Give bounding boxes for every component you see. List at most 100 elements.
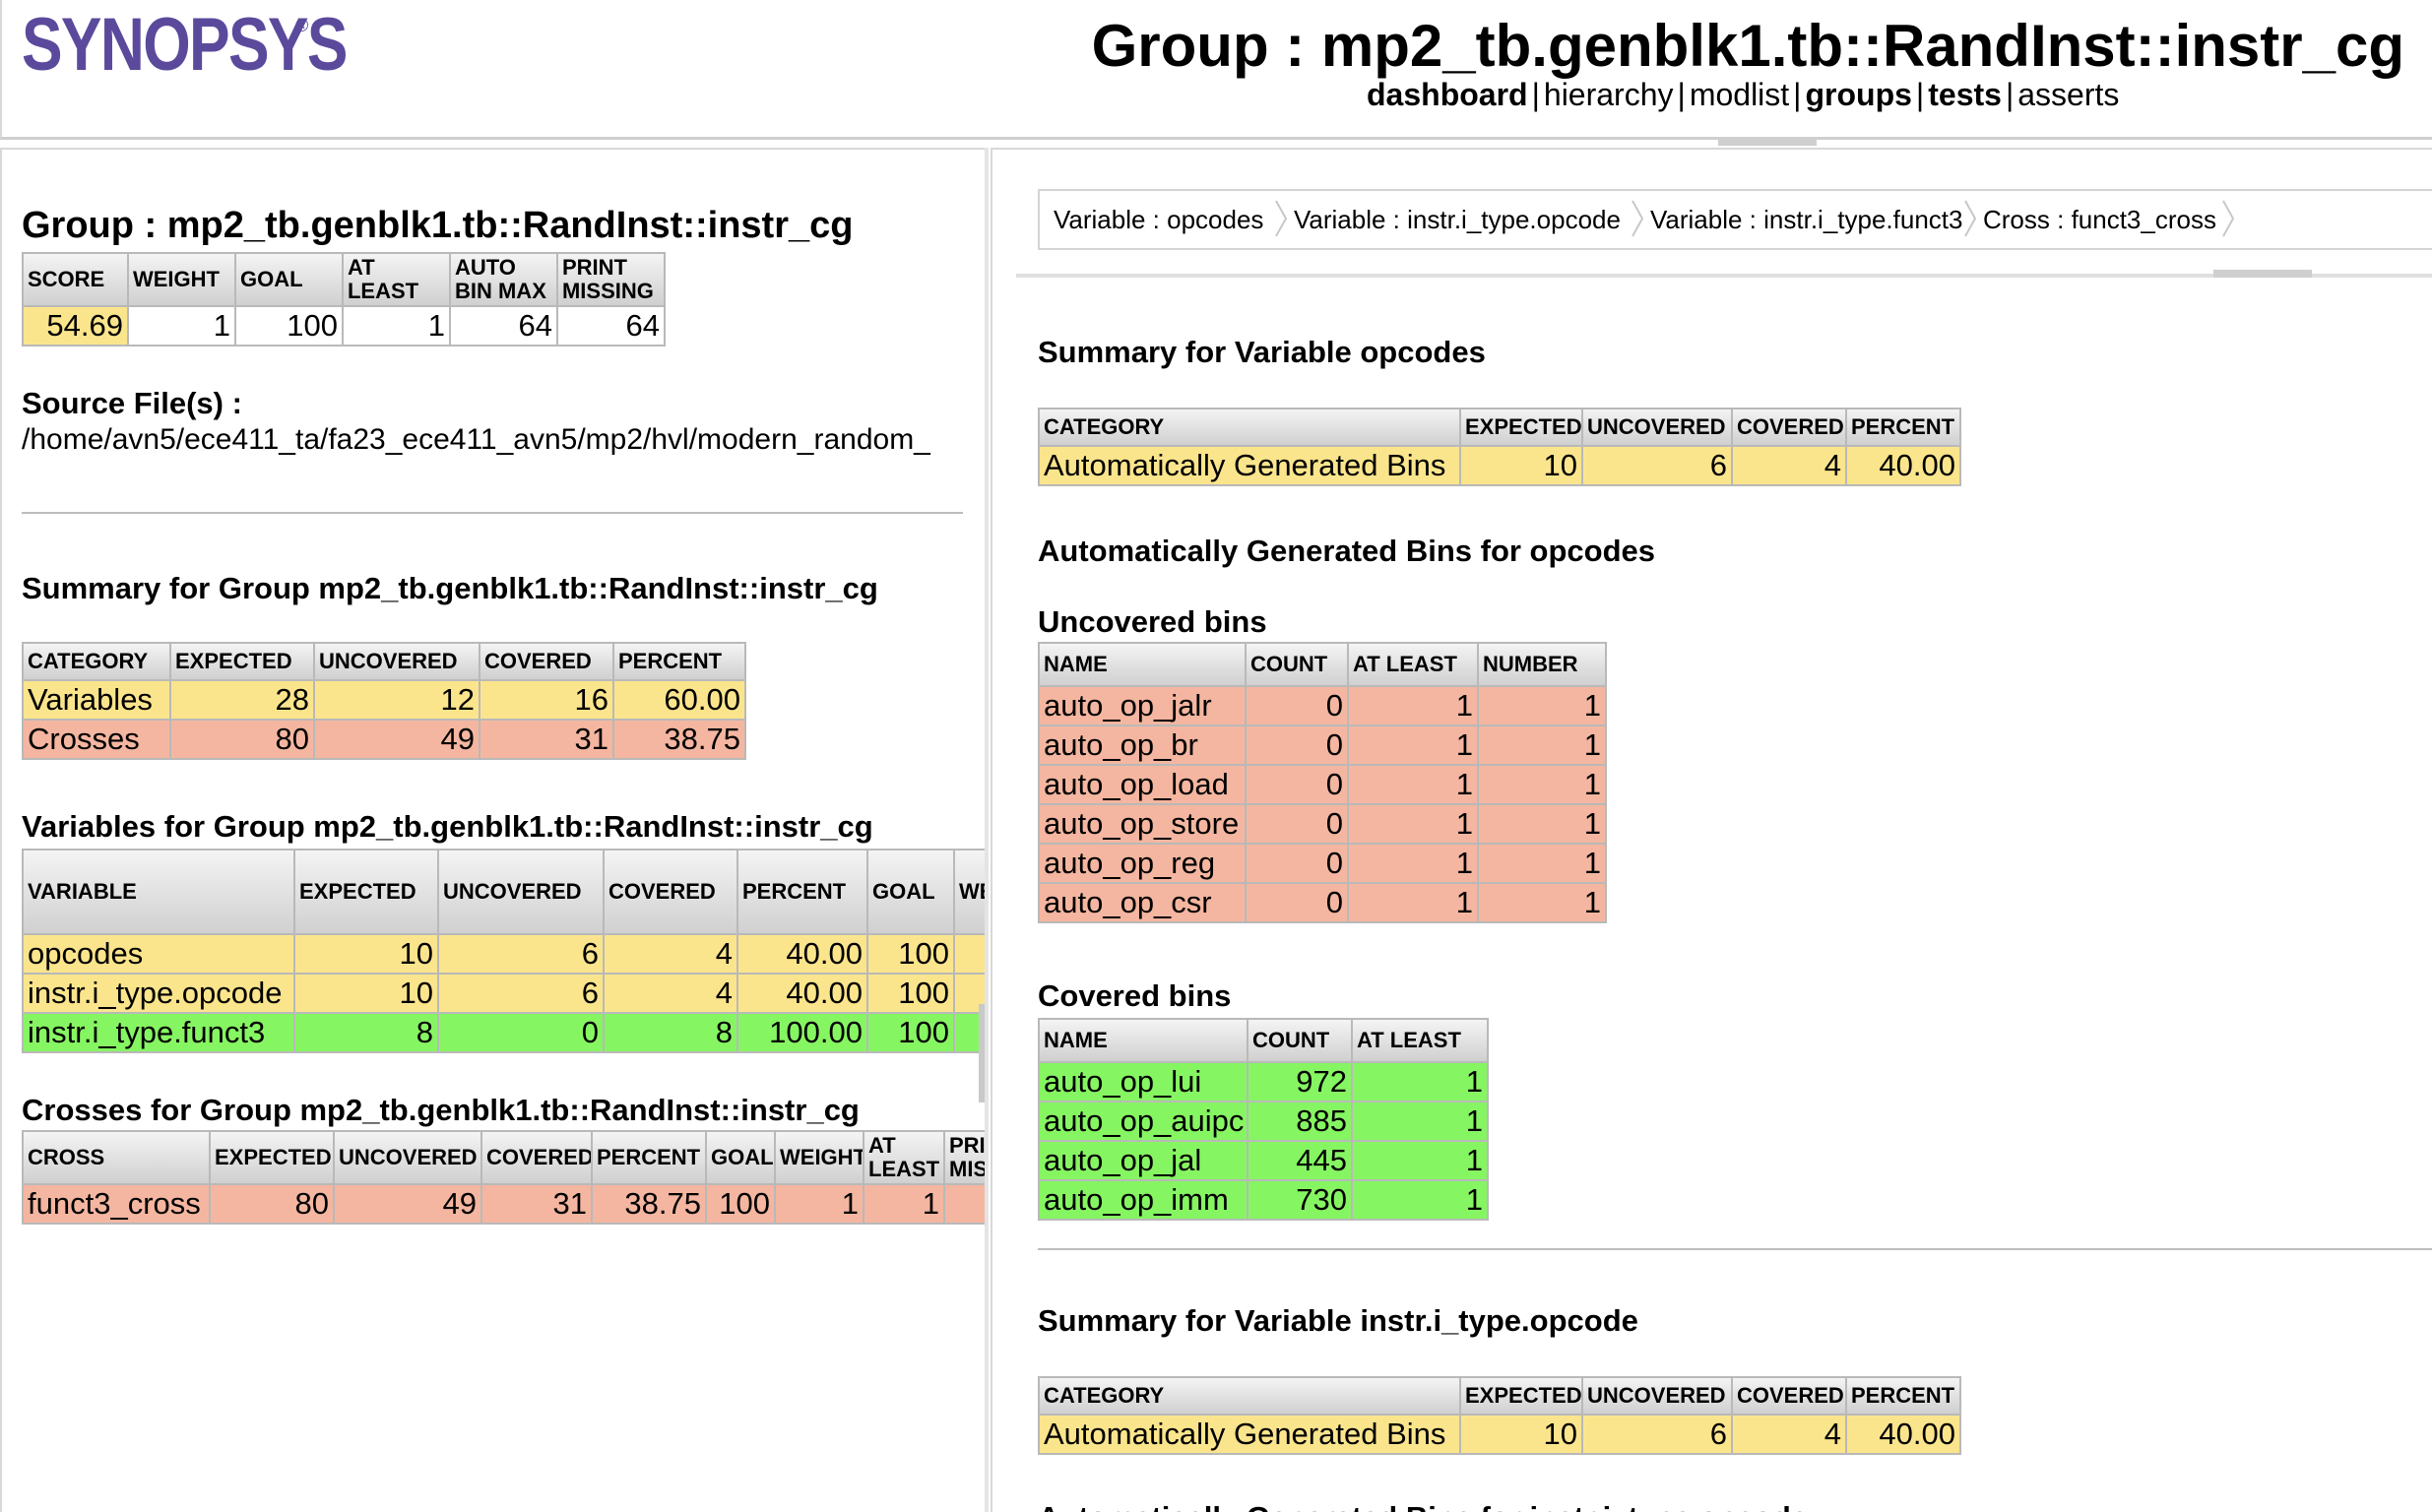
weight-cell: 1: [774, 1183, 864, 1225]
table-row: auto_op_auipc 885 1: [1038, 1101, 1489, 1142]
uncovered-cell: 0: [437, 1012, 605, 1053]
variable-link[interactable]: opcodes: [22, 933, 295, 975]
uncovered-cell: 6: [1581, 1414, 1733, 1455]
expected-cell: 10: [1459, 1414, 1583, 1455]
table-row: auto_op_imm 730 1: [1038, 1179, 1489, 1221]
col-category: CATEGORY: [1038, 1376, 1461, 1416]
col-covered: COVERED: [480, 1130, 593, 1185]
goal-cell: 100: [866, 1012, 955, 1053]
goal-cell: 100: [866, 973, 955, 1014]
breadcrumb-item-cross[interactable]: Cross : funct3_cross: [1983, 205, 2216, 234]
percent-cell: 40.00: [1845, 1414, 1961, 1455]
col-print-missing: PRI MIS: [943, 1130, 985, 1185]
col-percent: PERCENT: [612, 642, 746, 681]
breadcrumb-chevron-icon: [1964, 200, 1977, 237]
nav-dashboard[interactable]: dashboard: [1367, 77, 1528, 112]
table-row: auto_op_br 0 1 1: [1038, 724, 1607, 766]
right-resize-handle[interactable]: [2213, 270, 2312, 278]
table-header-row: VARIABLE EXPECTED UNCOVERED COVERED PERC…: [22, 849, 985, 935]
breadcrumb-chevron-icon: [1275, 200, 1288, 237]
table-row: Automatically Generated Bins 10 6 4 40.0…: [1038, 445, 1961, 486]
table-header-row: NAME COUNT AT LEAST: [1038, 1018, 1489, 1063]
col-expected: EXPECTED: [1459, 1376, 1583, 1416]
col-goal: GOAL: [233, 252, 344, 307]
nav-tests[interactable]: tests: [1928, 77, 2002, 112]
breadcrumb: Variable : opcodes Variable : instr.i_ty…: [1038, 189, 2432, 250]
breadcrumb-chevron-icon: [2222, 200, 2235, 237]
at-least-cell: 1: [1351, 1101, 1489, 1142]
weight-cell: [953, 933, 985, 975]
expected-cell: 80: [169, 719, 315, 760]
bin-name: auto_op_csr: [1038, 882, 1247, 923]
left-panel: Group : mp2_tb.genblk1.tb::RandInst::ins…: [0, 148, 985, 1512]
col-uncovered: UNCOVERED: [313, 642, 480, 681]
col-score: SCORE: [22, 252, 129, 307]
percent-cell: 40.00: [736, 973, 868, 1014]
col-variable: VARIABLE: [22, 849, 295, 935]
number-cell: 1: [1477, 724, 1607, 766]
left-panel-scrollbar[interactable]: [979, 1004, 985, 1102]
number-cell: 1: [1477, 764, 1607, 805]
number-cell: 1: [1477, 882, 1607, 923]
table-row: opcodes 10 6 4 40.00 100: [22, 933, 985, 975]
summary-title: Summary for Group mp2_tb.genblk1.tb::Ran…: [22, 571, 878, 605]
nav-separator: |: [1915, 77, 1925, 112]
panel-splitter[interactable]: [985, 148, 989, 1512]
col-goal: GOAL: [866, 849, 955, 935]
divider: [22, 512, 963, 514]
nav-asserts[interactable]: asserts: [2017, 77, 2120, 112]
synopsys-logo: SYNOPSYS: [22, 3, 348, 87]
table-row: instr.i_type.opcode 10 6 4 40.00 100: [22, 973, 985, 1014]
expected-cell: 10: [1459, 445, 1583, 486]
nav-groups[interactable]: groups: [1805, 77, 1912, 112]
breadcrumb-item-funct3[interactable]: Variable : instr.i_type.funct3: [1650, 205, 1963, 234]
at-least-cell: 1: [1351, 1140, 1489, 1181]
uncovered-cell: 6: [437, 973, 605, 1014]
goal-cell: 100: [705, 1183, 776, 1225]
table-row: Crosses 80 49 31 38.75: [22, 719, 746, 760]
cross-link[interactable]: funct3_cross: [22, 1183, 211, 1225]
col-uncovered: UNCOVERED: [333, 1130, 482, 1185]
opcodes-summary-table: CATEGORY EXPECTED UNCOVERED COVERED PERC…: [1038, 408, 1961, 486]
breadcrumb-item-opcodes[interactable]: Variable : opcodes: [1054, 205, 1264, 234]
nav-separator: |: [1793, 77, 1802, 112]
col-uncovered: UNCOVERED: [437, 849, 605, 935]
print-missing-cell: [943, 1183, 985, 1225]
col-count: COUNT: [1245, 642, 1349, 687]
covered-cell: 4: [603, 933, 738, 975]
count-cell: 0: [1245, 764, 1349, 805]
col-weight: WEIGHT: [126, 252, 236, 307]
covered-cell: 8: [603, 1012, 738, 1053]
percent-cell: 38.75: [612, 719, 746, 760]
divider: [1038, 1248, 2432, 1250]
crosses-table: CROSS EXPECTED UNCOVERED COVERED PERCENT…: [22, 1130, 985, 1225]
variable-link[interactable]: instr.i_type.funct3: [22, 1012, 295, 1053]
covered-cell: 4: [1731, 445, 1847, 486]
table-row: auto_op_reg 0 1 1: [1038, 843, 1607, 884]
breadcrumb-item-opcode[interactable]: Variable : instr.i_type.opcode: [1294, 205, 1621, 234]
opcode-summary-table: CATEGORY EXPECTED UNCOVERED COVERED PERC…: [1038, 1376, 1961, 1455]
col-category: CATEGORY: [1038, 408, 1461, 447]
uncovered-cell: 12: [313, 679, 480, 721]
bin-name: auto_op_lui: [1038, 1061, 1248, 1102]
uncovered-bins-table: NAME COUNT AT LEAST NUMBER auto_op_jalr 0…: [1038, 642, 1607, 923]
col-weight: WE: [953, 849, 985, 935]
uncovered-cell: 49: [333, 1183, 482, 1225]
col-percent: PERCENT: [736, 849, 868, 935]
group-title: Group : mp2_tb.genblk1.tb::RandInst::ins…: [22, 205, 854, 246]
nav-modlist[interactable]: modlist: [1689, 77, 1790, 112]
covered-cell: 31: [479, 719, 614, 760]
variable-link[interactable]: instr.i_type.opcode: [22, 973, 295, 1014]
table-header-row: NAME COUNT AT LEAST NUMBER: [1038, 642, 1607, 687]
bin-name: auto_op_imm: [1038, 1179, 1248, 1221]
header-resize-handle[interactable]: [1718, 138, 1817, 146]
count-cell: 0: [1245, 685, 1349, 726]
table-header-row: CROSS EXPECTED UNCOVERED COVERED PERCENT…: [22, 1130, 985, 1185]
col-cross: CROSS: [22, 1130, 211, 1185]
col-name: NAME: [1038, 642, 1247, 687]
at-least-cell: 1: [1351, 1179, 1489, 1221]
auto-bins-title: Automatically Generated Bins for opcodes: [1038, 534, 1656, 568]
table-header-row: CATEGORY EXPECTED UNCOVERED COVERED PERC…: [1038, 1376, 1961, 1416]
nav-hierarchy[interactable]: hierarchy: [1543, 77, 1674, 112]
covered-cell: 4: [603, 973, 738, 1014]
